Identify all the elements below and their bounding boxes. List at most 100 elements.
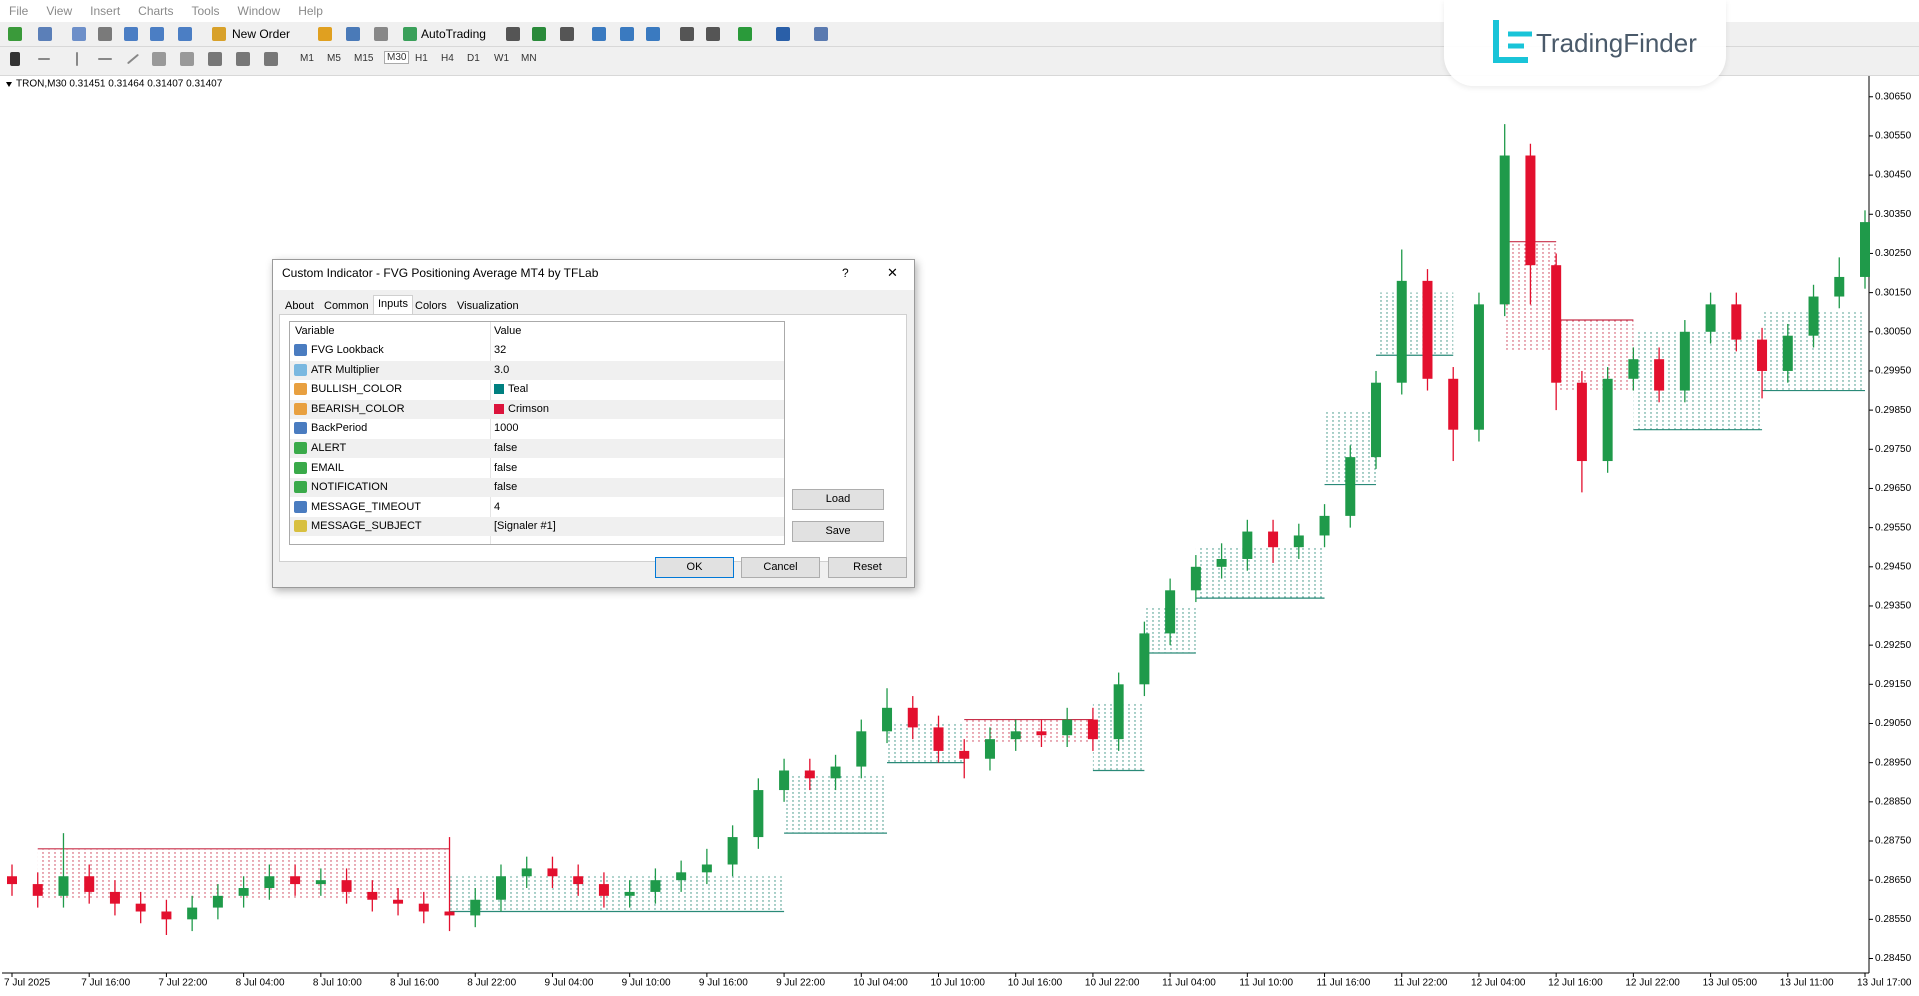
column-header: Value: [494, 325, 522, 337]
menu-bar: File View Insert Charts Tools Window Help: [0, 0, 1919, 22]
icon[interactable]: [506, 27, 520, 41]
row-icon: [294, 520, 307, 533]
candle-body: [1087, 719, 1098, 740]
table-row[interactable]: MESSAGE_SUBJECT [Signaler #1]: [290, 517, 784, 537]
tab[interactable]: Inputs: [373, 295, 413, 317]
table-row[interactable]: MESSAGE_TIMEOUT 4: [290, 498, 784, 517]
icon[interactable]: [150, 27, 164, 41]
menu-item[interactable]: Tools: [191, 4, 220, 18]
x-tick-label: 11 Jul 04:00: [1162, 978, 1216, 989]
candle-body: [58, 876, 69, 896]
timeframe-button[interactable]: D1: [467, 53, 480, 64]
icon[interactable]: [10, 52, 20, 66]
icon[interactable]: [374, 27, 388, 41]
close-button[interactable]: ✕: [887, 265, 898, 280]
table-row[interactable]: FVG Lookback 32: [290, 341, 784, 360]
variable-name: MESSAGE_TIMEOUT: [311, 500, 422, 513]
table-row[interactable]: ATR Multiplier 3.0: [290, 360, 784, 380]
y-tick-label: 0.30450: [1875, 170, 1912, 181]
timeframe-button[interactable]: M5: [327, 53, 341, 64]
icon[interactable]: [208, 52, 222, 66]
x-tick-label: 8 Jul 22:00: [467, 978, 516, 989]
reset-button[interactable]: Reset: [828, 557, 907, 578]
table-row[interactable]: ALERT false: [290, 439, 784, 458]
new-order-button[interactable]: New Order: [232, 27, 291, 41]
icon[interactable]: [124, 27, 138, 41]
timeframe-button[interactable]: W1: [494, 53, 509, 64]
icon[interactable]: [8, 27, 22, 41]
tab[interactable]: Colors: [415, 300, 447, 312]
icon[interactable]: [592, 27, 606, 41]
icon[interactable]: [38, 58, 50, 60]
table-row[interactable]: EMAIL false: [290, 459, 784, 478]
x-tick-label: 9 Jul 04:00: [544, 978, 593, 989]
ok-button[interactable]: OK: [655, 557, 734, 578]
tab[interactable]: Visualization: [457, 300, 519, 312]
candle-body: [84, 876, 95, 892]
tab[interactable]: Common: [324, 300, 369, 312]
menu-item[interactable]: View: [46, 4, 73, 18]
table-row[interactable]: BULLISH_COLOR Teal: [290, 380, 784, 399]
fvg-zone: [1556, 320, 1634, 391]
table-row[interactable]: BackPeriod 1000: [290, 419, 784, 438]
timeframe-button[interactable]: M15: [354, 53, 374, 64]
table-row[interactable]: BEARISH_COLOR Crimson: [290, 399, 784, 419]
y-tick-label: 0.30150: [1875, 287, 1912, 298]
variable-value: Crimson: [508, 402, 549, 415]
menu-item[interactable]: Help: [298, 4, 323, 18]
icon[interactable]: [72, 27, 86, 41]
tab[interactable]: About: [285, 300, 314, 312]
icon[interactable]: [152, 52, 166, 66]
menu-item[interactable]: Window: [237, 4, 281, 18]
candle-body: [727, 837, 738, 865]
icon[interactable]: [532, 27, 546, 41]
timeframe-button[interactable]: H1: [415, 53, 428, 64]
cancel-button[interactable]: Cancel: [741, 557, 820, 578]
icon[interactable]: [76, 52, 78, 66]
candle-body: [779, 770, 790, 791]
icon[interactable]: [236, 52, 250, 66]
icon[interactable]: [680, 27, 694, 41]
variable-name: NOTIFICATION: [311, 481, 388, 494]
timeframe-button[interactable]: M1: [300, 53, 314, 64]
icon[interactable]: [264, 52, 278, 66]
icon[interactable]: [98, 27, 112, 41]
icon[interactable]: [178, 27, 192, 41]
icon[interactable]: [180, 52, 194, 66]
candle-body: [1242, 531, 1253, 559]
menu-item[interactable]: File: [9, 4, 29, 18]
icon[interactable]: [38, 27, 52, 41]
icon[interactable]: [126, 53, 140, 65]
icon[interactable]: [212, 27, 226, 41]
icon[interactable]: [620, 27, 634, 41]
icon[interactable]: [814, 27, 828, 41]
icon[interactable]: [560, 27, 574, 41]
icon[interactable]: [403, 27, 417, 41]
load-button[interactable]: Load: [792, 489, 884, 510]
icon[interactable]: [646, 27, 660, 41]
help-button[interactable]: ?: [842, 266, 849, 280]
save-button[interactable]: Save: [792, 521, 884, 542]
timeframe-button[interactable]: M30: [384, 51, 410, 64]
menu-item[interactable]: Insert: [90, 4, 121, 18]
candle-body: [1499, 155, 1510, 305]
timeframe-button[interactable]: MN: [521, 53, 537, 64]
menu-item[interactable]: Charts: [138, 4, 174, 18]
timeframe-button[interactable]: H4: [441, 53, 454, 64]
candle-body: [135, 903, 146, 912]
logo-text: TradingFinder: [1536, 28, 1697, 58]
icon[interactable]: [738, 27, 752, 41]
candle-body: [238, 888, 249, 896]
x-tick-label: 7 Jul 16:00: [81, 978, 130, 989]
icon[interactable]: [318, 27, 332, 41]
y-tick-label: 0.30250: [1875, 248, 1912, 259]
icon[interactable]: [98, 58, 112, 60]
icon[interactable]: [346, 27, 360, 41]
autotrading-button[interactable]: AutoTrading: [421, 27, 486, 41]
table-row[interactable]: NOTIFICATION false: [290, 478, 784, 498]
y-tick-label: 0.30050: [1875, 326, 1912, 337]
candle-body: [907, 707, 918, 728]
icon[interactable]: [776, 27, 790, 41]
icon[interactable]: [706, 27, 720, 41]
x-tick-label: 12 Jul 04:00: [1471, 978, 1526, 989]
